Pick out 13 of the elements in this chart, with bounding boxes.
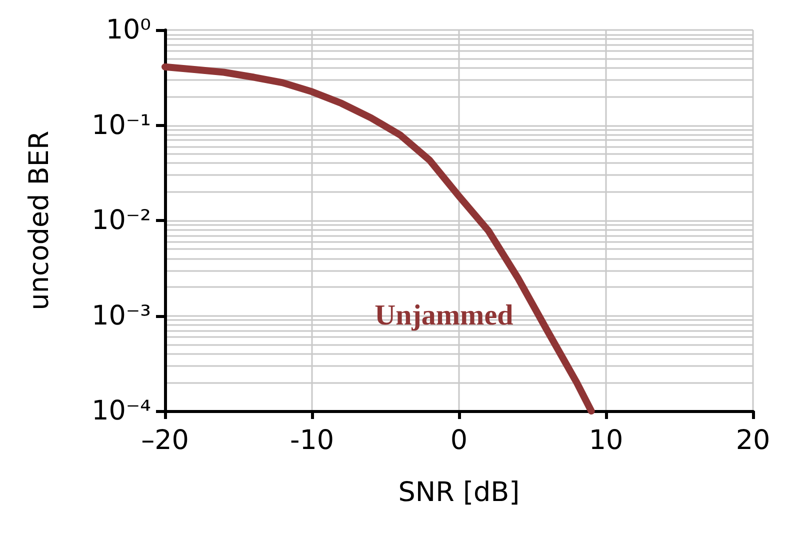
y-tick-label: 10⁻⁴ [92, 396, 151, 426]
y-tick-label: 10⁻¹ [92, 110, 151, 141]
series-label: Unjammed [374, 300, 514, 332]
x-tick-label: 0 [450, 425, 468, 456]
y-tick-label: 10⁻² [92, 205, 151, 236]
x-tick-label: 10 [588, 425, 624, 456]
y-tick-label: 10⁰ [106, 14, 151, 46]
x-tick-label: –20 [141, 425, 189, 456]
x-tick-label: -10 [290, 425, 334, 456]
y-tick-label: 10⁻³ [92, 300, 151, 332]
x-axis-title: SNR [dB] [398, 477, 520, 508]
x-tick-label: 20 [736, 425, 770, 456]
y-axis-title: uncoded BER [24, 130, 55, 310]
